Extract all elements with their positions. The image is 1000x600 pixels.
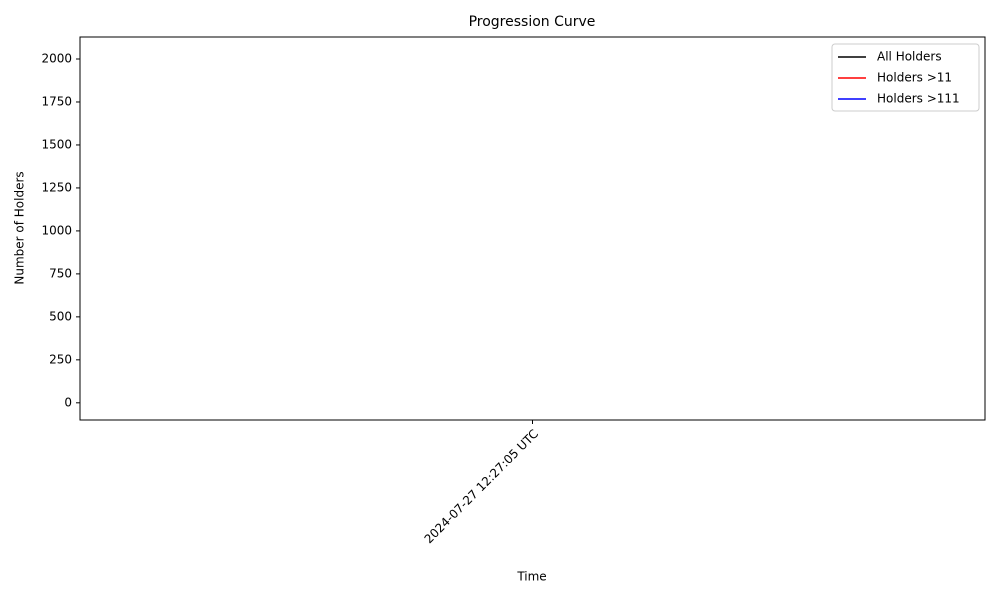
- legend: All Holders Holders >11 Holders >111: [831, 43, 980, 112]
- y-tick-label: 1750: [41, 94, 72, 108]
- y-axis-label: Number of Holders: [13, 171, 27, 284]
- y-tick-label: 1500: [41, 137, 72, 151]
- x-axis-label: Time: [516, 570, 546, 584]
- chart-title: Progression Curve: [469, 14, 596, 30]
- y-tick-label: 250: [49, 352, 72, 366]
- legend-label: All Holders: [877, 50, 942, 64]
- y-tick-label: 1000: [41, 223, 72, 237]
- x-tick-label: 2024-07-27 12:27:05 UTC: [422, 427, 542, 547]
- y-tick-label: 2000: [41, 52, 72, 66]
- legend-label: Holders >111: [877, 92, 960, 106]
- y-tick-label: 500: [49, 309, 72, 323]
- y-tick-label: 750: [49, 266, 72, 280]
- y-tick-label: 1250: [41, 180, 72, 194]
- legend-box: [831, 43, 980, 112]
- legend-label: Holders >11: [877, 71, 952, 85]
- y-tick-label: 0: [64, 395, 72, 409]
